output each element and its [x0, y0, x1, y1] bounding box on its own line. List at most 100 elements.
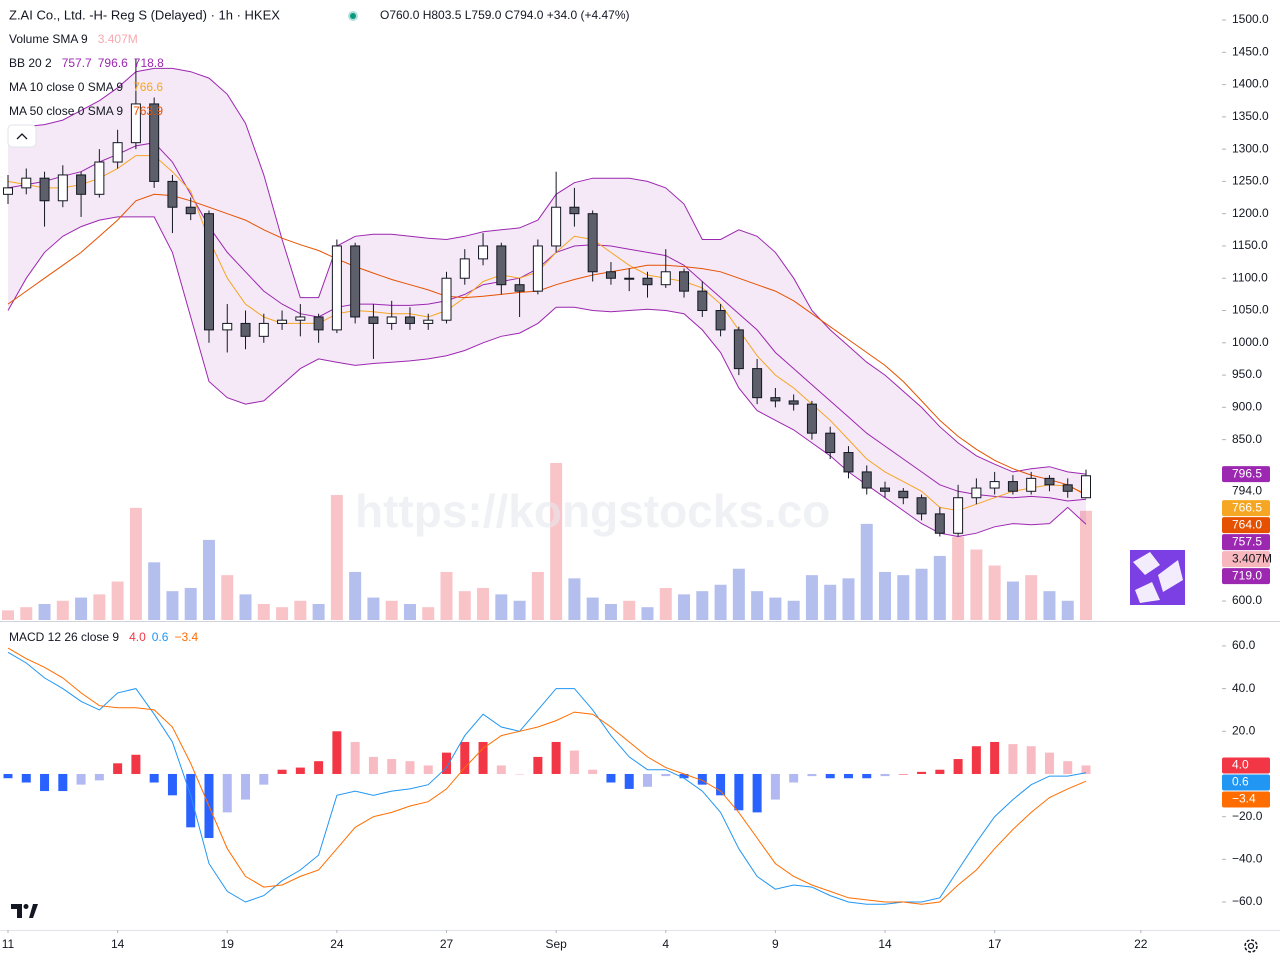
volume-bar [1043, 591, 1056, 620]
volume-bar [111, 581, 124, 620]
y-tick-label: 1100.0 [1232, 270, 1268, 284]
y-tick-label: 1150.0 [1232, 238, 1268, 252]
volume-bar [56, 600, 69, 620]
volume-bar [330, 495, 343, 620]
histogram-bar [642, 773, 652, 787]
candle-body [386, 316, 397, 324]
candle-body [733, 329, 744, 370]
legend-value: 757.7 [62, 56, 92, 70]
volume-bar [970, 549, 983, 620]
candle-body [423, 319, 434, 324]
candle-body [916, 497, 927, 515]
candle-body [752, 368, 763, 399]
volume-bar [915, 568, 928, 620]
legend-label: Volume SMA 9 [9, 32, 88, 46]
y-tick-label: 1250.0 [1232, 174, 1269, 188]
histogram-bar [314, 761, 324, 774]
histogram-bar [789, 773, 799, 783]
y-tick-label: 40.0 [1232, 681, 1256, 695]
histogram-bar [843, 773, 853, 779]
candle-body [971, 487, 982, 499]
y-tick-label: −40.0 [1232, 852, 1263, 866]
histogram-bar [387, 759, 397, 774]
legend-value: 718.8 [134, 56, 164, 70]
price-badge [1222, 517, 1270, 534]
candle-body [94, 161, 105, 195]
volume-bar [623, 600, 636, 620]
volume-bar [184, 587, 197, 620]
volume-bar [93, 594, 106, 620]
histogram-bar [1026, 746, 1036, 774]
indicator-line [7, 193, 1087, 496]
candle-body [57, 174, 68, 202]
volume-bar [148, 562, 161, 620]
candle-body [1007, 481, 1018, 492]
volume-bar [20, 607, 33, 620]
histogram-bar [606, 773, 616, 783]
volume-bar [659, 587, 672, 620]
y-tick-label: 1400.0 [1232, 77, 1269, 91]
volume-bar [276, 607, 289, 620]
candle-body [496, 245, 507, 286]
candle-body [532, 245, 543, 292]
collapse-legend-button[interactable] [7, 124, 37, 148]
histogram-bar [259, 773, 269, 785]
volume-bar [897, 575, 910, 620]
price-badge [1222, 466, 1270, 483]
volume-bar [860, 523, 873, 620]
histogram-bar [917, 771, 927, 774]
site-logo [1130, 550, 1185, 605]
y-tick-label: 60.0 [1232, 638, 1256, 652]
volume-bar [257, 603, 270, 620]
histogram-bar [442, 752, 452, 774]
histogram-bar [241, 773, 251, 800]
histogram-bar [149, 773, 159, 783]
x-tick-label: 11 [2, 937, 15, 951]
indicator-line [7, 67, 1087, 475]
volume-bar [732, 568, 745, 620]
candle-body [368, 316, 379, 324]
price-badge [1222, 551, 1270, 568]
indicator-line [7, 155, 1087, 512]
volume-bar [202, 539, 215, 620]
histogram-bar [277, 769, 287, 774]
volume-bar [1061, 600, 1074, 620]
x-tick-label: 27 [440, 937, 454, 951]
volume-bar [166, 591, 179, 620]
candle-body [167, 180, 178, 208]
volume-bar [751, 591, 764, 620]
candle-body [569, 206, 580, 215]
candle-body [313, 316, 324, 331]
volume-bar [349, 571, 362, 620]
histogram-bar [697, 773, 707, 785]
histogram-bar [3, 773, 13, 779]
candle-body [240, 322, 251, 337]
histogram-bar [186, 773, 196, 828]
price-badge-label: 766.5 [1232, 500, 1262, 514]
candle-body [21, 177, 32, 189]
price-badge-label: 796.5 [1232, 466, 1262, 480]
legend-label: BB 20 2 [9, 56, 52, 70]
volume-bar [1025, 575, 1038, 620]
candle-body [331, 245, 342, 331]
candle-body [1081, 475, 1091, 499]
y-tick-label: 1450.0 [1232, 44, 1269, 58]
candle-body [788, 400, 799, 405]
legend-label: MA 10 close 0 SMA 9 [9, 80, 123, 94]
histogram-bar [58, 773, 68, 792]
tradingview-logo[interactable] [11, 904, 38, 918]
price-badge-label: 764.0 [1232, 517, 1262, 531]
candle-body [130, 103, 141, 144]
histogram-bar [222, 773, 232, 813]
volume-bar [403, 603, 416, 620]
histogram-bar [76, 773, 86, 785]
settings-gear[interactable] [1244, 939, 1258, 953]
price-badge [1222, 774, 1270, 791]
y-tick-label: −20.0 [1232, 809, 1263, 823]
histogram-bar [880, 773, 890, 777]
y-tick-label: 1200.0 [1232, 206, 1269, 220]
y-tick-label: −60.0 [1232, 894, 1263, 908]
candle-body [660, 271, 671, 286]
histogram-bar [569, 750, 579, 774]
candle-body [551, 206, 562, 247]
